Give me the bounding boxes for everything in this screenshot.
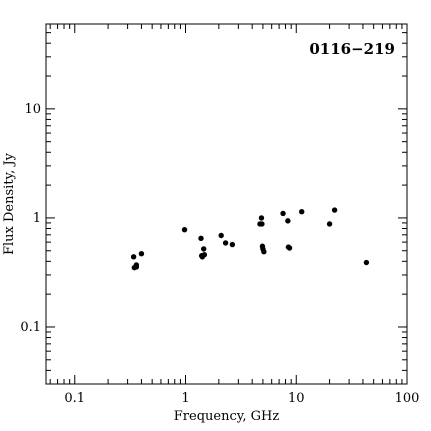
y-axis-label: Flux Density, Jy	[2, 152, 17, 255]
data-point	[286, 245, 293, 251]
data-point	[201, 246, 207, 252]
data-point	[198, 235, 204, 242]
x-tick-label: 100	[395, 391, 420, 406]
y-tick-label: 1	[33, 211, 41, 226]
data-point	[299, 209, 305, 215]
data-point	[229, 241, 236, 248]
y-axis-ticks	[46, 23, 407, 385]
x-tick-label: 10	[288, 391, 305, 406]
data-point	[261, 249, 267, 255]
x-tick-label: 0.1	[64, 391, 85, 406]
data-point	[326, 221, 333, 227]
x-axis-ticks	[49, 24, 408, 384]
data-point	[201, 251, 208, 258]
data-point	[133, 264, 140, 270]
data-points	[130, 207, 370, 271]
y-tick-label: 10	[24, 102, 41, 117]
y-tick-label: 0.1	[20, 320, 41, 335]
data-point	[285, 218, 291, 224]
data-point	[130, 254, 137, 260]
x-axis-tick-labels: 0.1 1 10 100	[64, 391, 419, 406]
chart-title: 0116−219	[309, 40, 395, 58]
x-axis-label: Frequency, GHz	[174, 409, 280, 424]
data-point	[222, 240, 229, 246]
data-point	[138, 250, 145, 257]
y-axis-tick-labels: 0.1 1 10	[20, 102, 41, 335]
plot-frame	[45, 23, 408, 385]
data-point	[363, 259, 370, 266]
data-point	[181, 226, 188, 233]
x-tick-label: 1	[181, 391, 189, 406]
data-point	[331, 207, 338, 213]
data-point	[259, 221, 265, 227]
data-point	[218, 232, 224, 239]
data-point	[258, 215, 265, 221]
data-point	[280, 210, 286, 217]
